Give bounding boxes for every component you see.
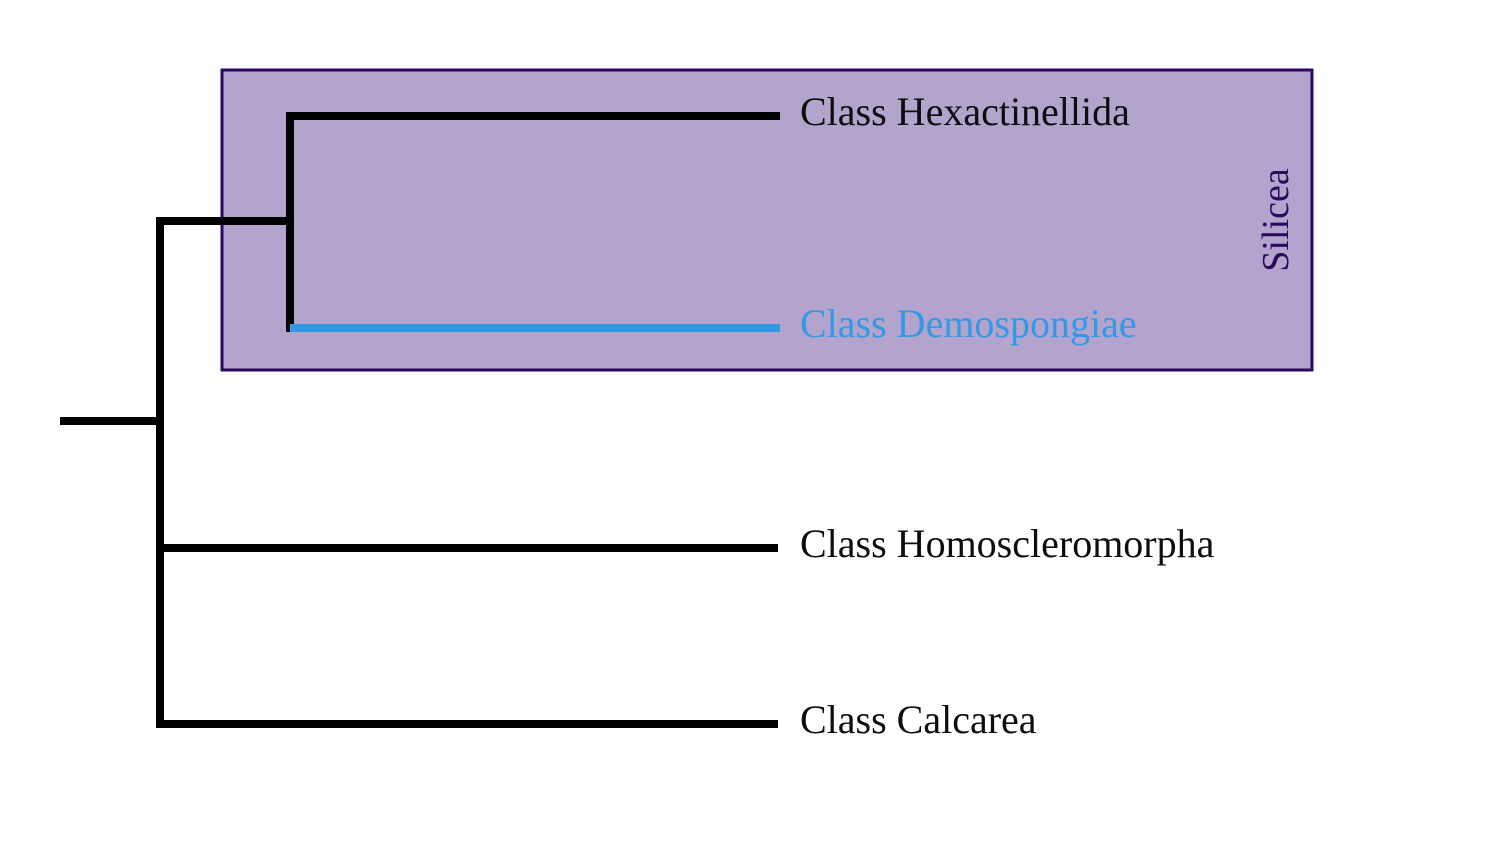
silicea-group-label: Silicea bbox=[1255, 168, 1297, 272]
label-calcarea: Class Calcarea bbox=[800, 697, 1037, 742]
label-homoscleromorpha: Class Homoscleromorpha bbox=[800, 521, 1215, 566]
label-hexactinellida: Class Hexactinellida bbox=[800, 89, 1130, 134]
label-demospongiae: Class Demospongiae bbox=[800, 301, 1137, 346]
phylogenetic-tree: Silicea Class Hexactinellida Class Demospo… bbox=[0, 0, 1500, 844]
